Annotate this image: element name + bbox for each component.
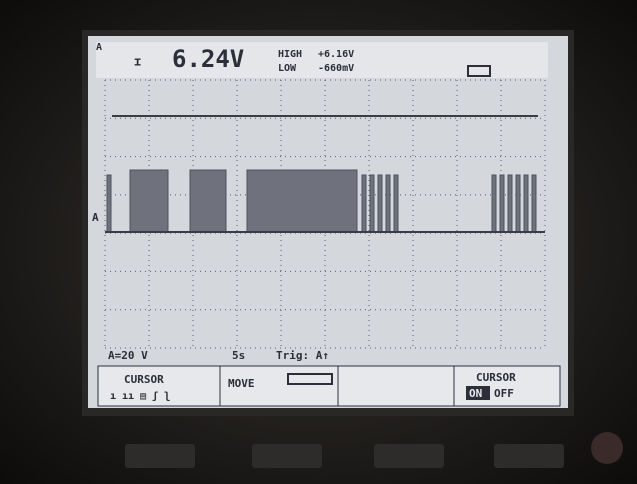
softkey-label: MOVE — [228, 377, 255, 390]
pulse — [386, 175, 390, 232]
reading: 6.24V — [172, 45, 244, 73]
pulse — [492, 175, 496, 232]
hw-button[interactable] — [374, 444, 444, 468]
page: A ɪ 6.24V HIGH +6.16V LOW -660mV A A=20 … — [0, 0, 637, 484]
hw-button[interactable] — [252, 444, 322, 468]
pulse — [532, 175, 536, 232]
pulse — [107, 175, 111, 232]
hw-button[interactable] — [125, 444, 195, 468]
softkey[interactable] — [338, 366, 454, 406]
pulse-burst — [190, 170, 226, 232]
photo: A ɪ 6.24V HIGH +6.16V LOW -660mV A A=20 … — [0, 0, 637, 484]
pulse — [508, 175, 512, 232]
pulse-burst — [130, 170, 168, 232]
trigger: Trig: A↑ — [276, 349, 329, 362]
cursor-icons: ı ıı ▤ ʃ ʅ — [110, 391, 170, 402]
pulse — [394, 175, 398, 232]
softkey-label: CURSOR — [476, 371, 516, 384]
high-value: +6.16V — [318, 49, 354, 60]
low-label: LOW — [278, 63, 297, 74]
high-label: HIGH — [278, 49, 302, 60]
timebase: 5s — [232, 349, 245, 362]
pulse — [370, 175, 374, 232]
probe-icon: ɪ — [134, 55, 141, 69]
channel-marker: A — [92, 211, 99, 224]
pulse-burst — [247, 170, 357, 232]
power-button[interactable] — [591, 432, 623, 464]
pulse — [524, 175, 528, 232]
pulse — [362, 175, 366, 232]
hw-button[interactable] — [494, 444, 564, 468]
softkey-label: CURSOR — [124, 373, 164, 386]
channel-icon: A — [96, 42, 102, 53]
off-label[interactable]: OFF — [494, 387, 514, 400]
pulse — [378, 175, 382, 232]
pulse — [500, 175, 504, 232]
low-value: -660mV — [318, 63, 354, 74]
pulse — [516, 175, 520, 232]
on-label[interactable]: ON — [469, 387, 482, 400]
scale: A=20 V — [108, 349, 148, 362]
